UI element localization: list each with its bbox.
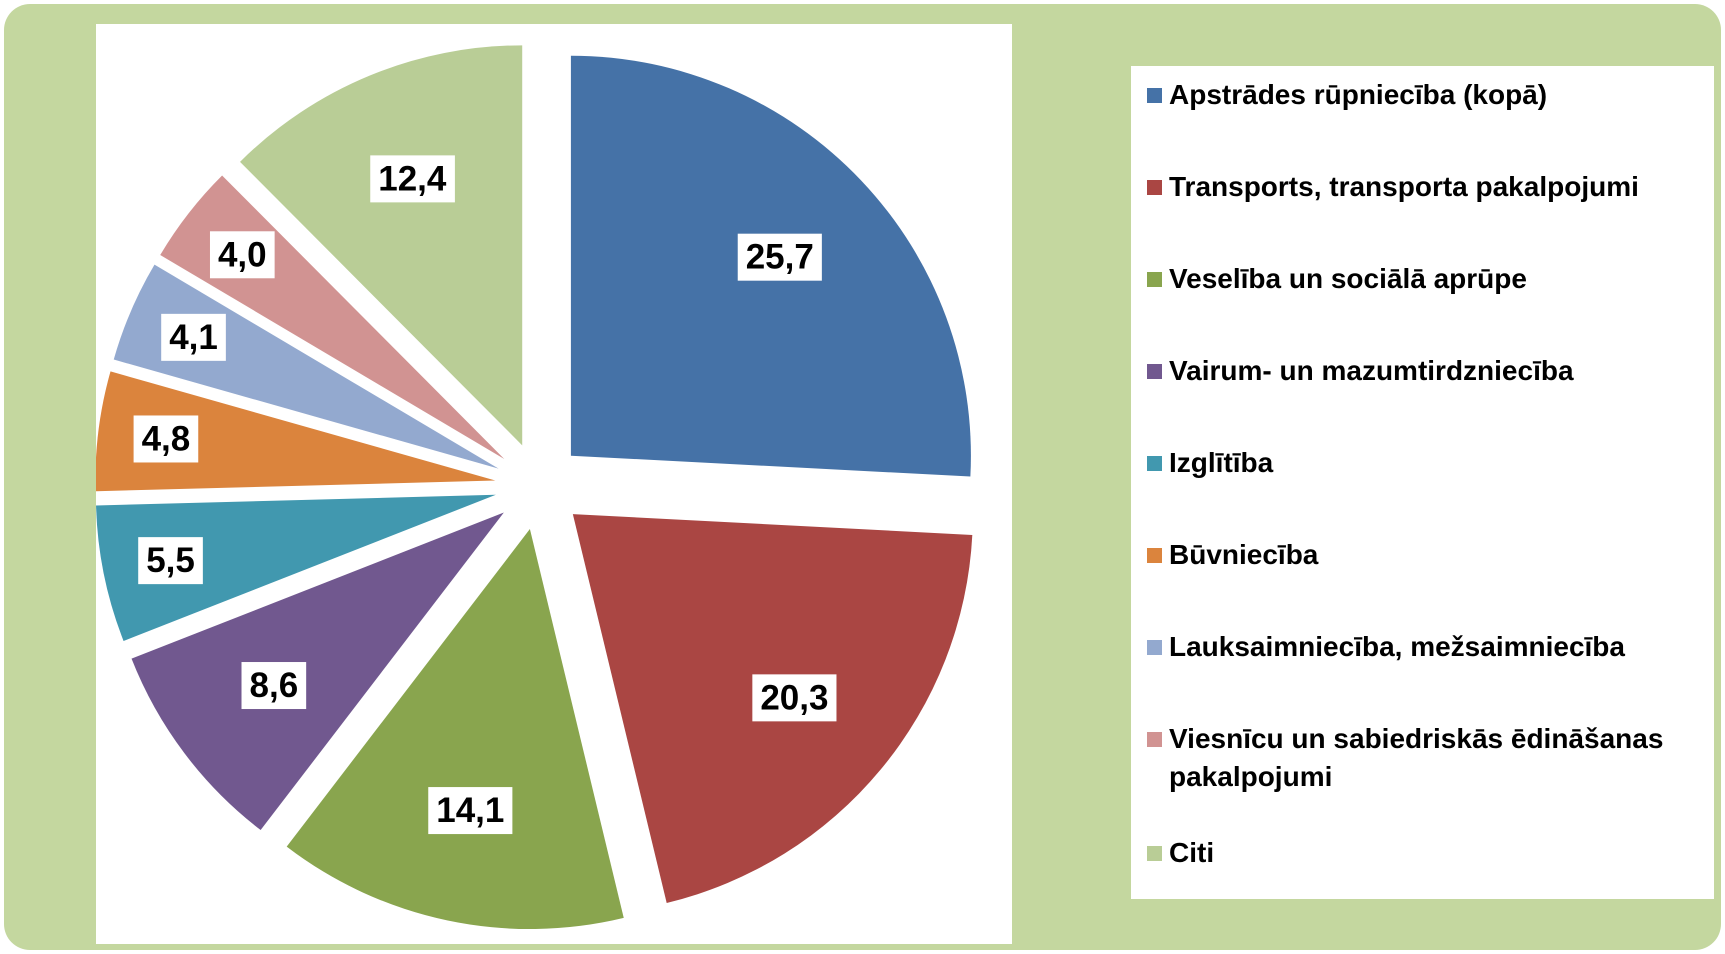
legend-label: Apstrādes rūpniecība (kopā) <box>1169 79 1548 110</box>
legend-swatch <box>1147 180 1162 195</box>
legend-label: Vairum- un mazumtirdzniecība <box>1169 355 1574 386</box>
data-label-text: 12,4 <box>378 159 447 198</box>
legend-label: Lauksaimniecība, mežsaimniecība <box>1169 631 1625 662</box>
legend-item: Viesnīcu un sabiedriskās ēdināšanas paka… <box>1147 720 1707 796</box>
pie-slice <box>240 45 523 446</box>
legend-item: Veselība un sociālā aprūpe <box>1147 260 1707 298</box>
legend-swatch <box>1147 272 1162 287</box>
data-label-box <box>133 415 199 463</box>
data-label-box <box>752 674 837 722</box>
legend-label: Veselība un sociālā aprūpe <box>1169 263 1527 294</box>
legend-item: Transports, transporta pakalpojumi <box>1147 168 1707 206</box>
data-label-text: 14,1 <box>436 791 504 830</box>
data-label: 4,1 <box>161 313 226 361</box>
legend-swatch <box>1147 846 1162 861</box>
data-label-text: 20,3 <box>760 678 828 717</box>
data-label-box <box>370 155 455 203</box>
legend: Apstrādes rūpniecība (kopā) Transports, t… <box>1131 66 1714 899</box>
data-label: 20,3 <box>752 674 837 722</box>
data-label-box <box>161 313 226 361</box>
legend-item: Vairum- un mazumtirdzniecība <box>1147 352 1707 390</box>
pie-slice <box>131 512 504 831</box>
legend-label: Citi <box>1169 837 1215 868</box>
legend-swatch <box>1147 548 1162 563</box>
legend-label: Viesnīcu un sabiedriskās ēdināšanas paka… <box>1169 723 1664 792</box>
data-label-text: 4,0 <box>218 235 267 274</box>
data-label: 4,0 <box>209 231 275 279</box>
legend-item: Lauksaimniecība, mežsaimniecība <box>1147 628 1707 666</box>
legend-item: Apstrādes rūpniecība (kopā) <box>1147 76 1707 114</box>
data-label-text: 4,1 <box>169 318 218 357</box>
data-label: 4,8 <box>133 415 199 463</box>
data-label-box <box>428 787 513 835</box>
legend-swatch <box>1147 456 1162 471</box>
legend-label: Izglītība <box>1169 447 1274 478</box>
data-label-text: 8,6 <box>250 666 299 705</box>
data-label: 12,4 <box>370 155 455 203</box>
legend-item: Būvniecība <box>1147 536 1707 574</box>
data-label: 25,7 <box>737 233 822 281</box>
plot-area: 25,7 20,3 14,1 8,6 5,5 4,8 4,1 4,0 12,4 <box>95 24 1012 944</box>
legend-label: Transports, transporta pakalpojumi <box>1169 171 1639 202</box>
legend-swatch <box>1147 640 1162 655</box>
pie-slice <box>286 529 624 930</box>
data-label-box <box>737 233 822 281</box>
data-label-box <box>138 537 203 585</box>
legend-swatch <box>1147 732 1162 747</box>
data-label: 14,1 <box>428 787 513 835</box>
legend-item: Citi <box>1147 834 1707 872</box>
data-label-text: 25,7 <box>746 238 814 277</box>
pie-slice <box>96 494 496 641</box>
data-label: 5,5 <box>138 537 203 585</box>
legend-swatch <box>1147 364 1162 379</box>
data-label-text: 5,5 <box>146 541 195 580</box>
legend-swatch <box>1147 88 1162 103</box>
data-label: 8,6 <box>241 662 307 710</box>
legend-label: Būvniecība <box>1169 539 1319 570</box>
data-label-box <box>241 662 307 710</box>
pie-chart: 25,7 20,3 14,1 8,6 5,5 4,8 4,1 4,0 12,4 <box>95 45 973 930</box>
data-label-box <box>209 231 275 279</box>
legend-item: Izglītība <box>1147 444 1707 482</box>
data-label-text: 4,8 <box>142 419 191 458</box>
